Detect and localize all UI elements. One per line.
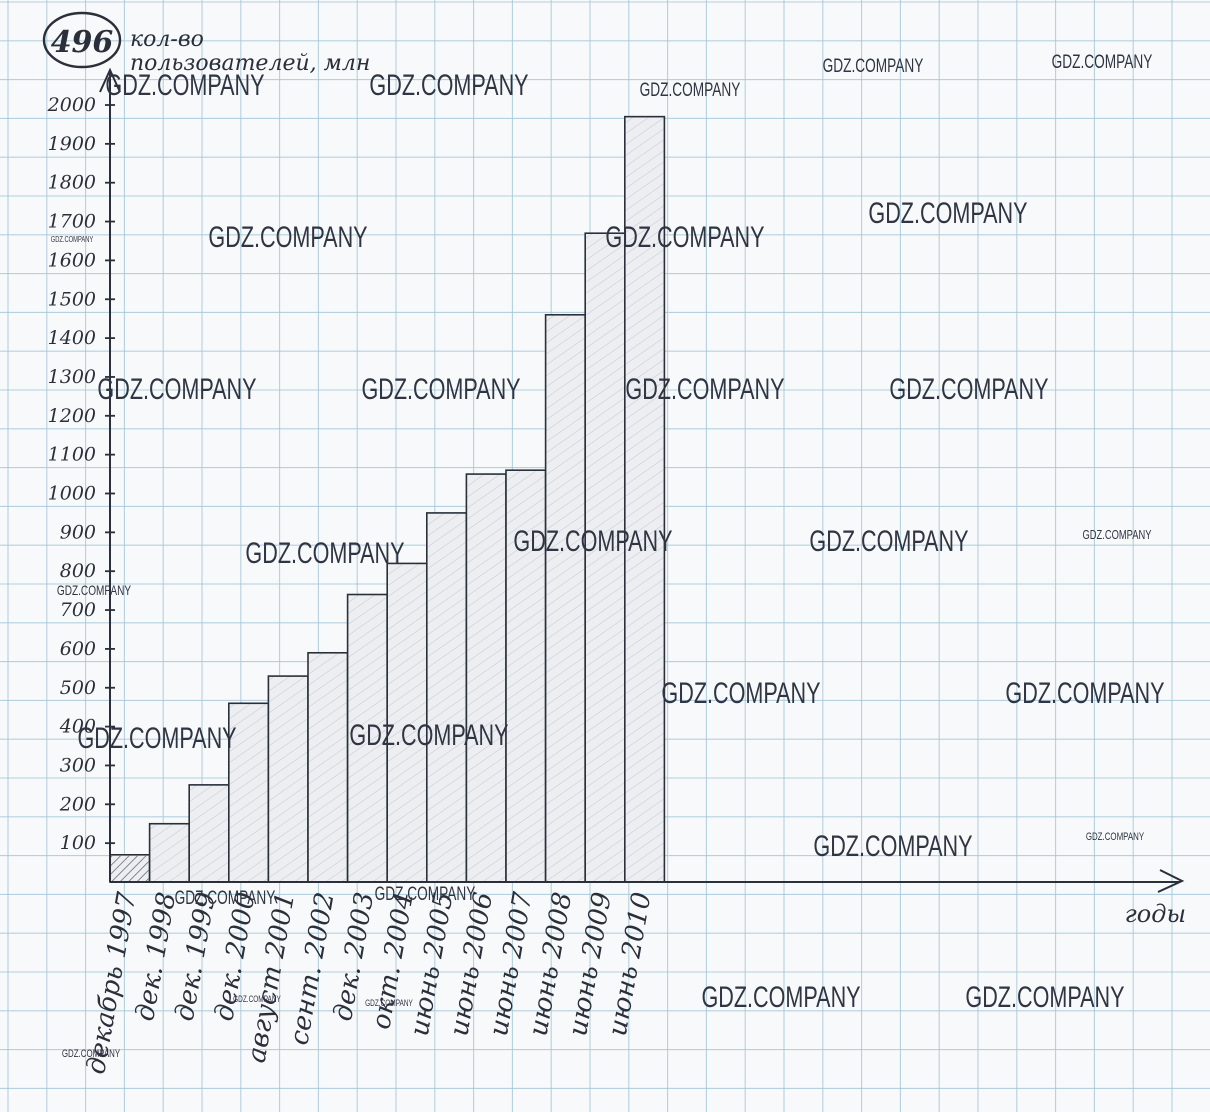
watermark: GDZ.COMPANY xyxy=(57,582,131,598)
y-tick-label: 1000 xyxy=(48,483,96,505)
watermark: GDZ.COMPANY xyxy=(1005,675,1164,709)
y-tick-label: 1300 xyxy=(48,366,96,388)
bar-hatching xyxy=(546,315,585,881)
y-tick-label: 1700 xyxy=(48,211,96,233)
watermark: GDZ.COMPANY xyxy=(889,371,1048,405)
watermark: GDZ.COMPANY xyxy=(701,979,860,1013)
bars xyxy=(109,115,666,883)
bar-hatching xyxy=(229,704,268,881)
y-tick-label: 1600 xyxy=(48,249,96,271)
y-tick-label: 1200 xyxy=(48,405,96,427)
y-tick-label: 900 xyxy=(60,521,96,543)
watermark: GDZ.COMPANY xyxy=(1083,529,1152,543)
watermark: GDZ.COMPANY xyxy=(823,55,924,77)
bar-hatching xyxy=(388,564,426,881)
y-tick-label: 1400 xyxy=(48,327,96,349)
problem-number-circle xyxy=(42,11,122,69)
y-axis-arrow xyxy=(99,67,121,93)
problem-number-text: 496 xyxy=(51,25,114,60)
bar-hatching xyxy=(586,234,624,881)
bar-hatching xyxy=(507,471,545,881)
watermark: GDZ.COMPANY xyxy=(349,717,508,751)
watermark: GDZ.COMPANY xyxy=(97,371,256,405)
bar-6 xyxy=(307,651,349,883)
y-tick-label: 500 xyxy=(60,677,96,699)
y-tick-label: 1800 xyxy=(48,172,96,194)
watermark: GDZ.COMPANY xyxy=(77,720,236,754)
bar-hatching xyxy=(467,475,505,881)
bar-10 xyxy=(465,473,507,883)
x-axis-title: годы xyxy=(1125,900,1186,928)
watermark: GDZ.COMPANY xyxy=(245,535,404,569)
watermark: GDZ.COMPANY xyxy=(809,523,968,557)
y-tick-label: 2000 xyxy=(47,94,96,116)
bar-hatching xyxy=(190,785,228,881)
bar-hatching xyxy=(111,855,149,881)
y-tick-label: 400 xyxy=(59,716,96,738)
bar-13 xyxy=(584,232,626,883)
y-axis-title-line2: пользователей, млн xyxy=(130,51,370,76)
problem-number: 496 xyxy=(42,11,122,69)
watermarks: GDZ.COMPANY GDZ.COMPANY GDZ.COMPANY GDZ.COM… xyxy=(51,51,1165,1061)
bar-14 xyxy=(623,115,666,883)
watermark: GDZ.COMPANY xyxy=(62,1048,121,1061)
bar-hatching xyxy=(427,513,466,881)
watermark: GDZ.COMPANY xyxy=(868,195,1027,229)
watermark: GDZ.COMPANY xyxy=(625,371,784,405)
y-tick-label: 600 xyxy=(60,638,96,660)
watermark: GDZ.COMPANY xyxy=(365,998,413,1008)
bar-hatching xyxy=(309,653,347,881)
watermark: GDZ.COMPANY xyxy=(513,523,672,557)
watermark: GDZ.COMPANY xyxy=(640,79,741,101)
bar-2 xyxy=(148,822,191,883)
watermark: GDZ.COMPANY xyxy=(605,219,764,253)
bar-5 xyxy=(267,675,309,883)
bar-hatching xyxy=(625,117,664,881)
y-tick-label: 1500 xyxy=(48,288,96,310)
y-axis-title-line1: кол-во xyxy=(130,27,204,52)
axes xyxy=(99,67,1185,893)
watermark: GDZ.COMPANY xyxy=(361,371,520,405)
watermark: GDZ.COMPANY xyxy=(369,67,528,101)
watermark: GDZ.COMPANY xyxy=(965,979,1124,1013)
bar-1 xyxy=(109,854,151,883)
watermark: GDZ.COMPANY xyxy=(1086,831,1145,844)
y-tick-label: 700 xyxy=(60,599,96,621)
watermark: GDZ.COMPANY xyxy=(208,219,367,253)
watermark: GDZ.COMPANY xyxy=(233,994,281,1004)
bar-hatching xyxy=(348,595,387,881)
y-tick-label: 200 xyxy=(59,793,96,815)
bar-3 xyxy=(188,784,230,883)
y-tick-label: 800 xyxy=(60,560,96,582)
bar-11 xyxy=(505,469,547,883)
bar-12 xyxy=(544,313,586,883)
y-tick-label: 300 xyxy=(60,754,96,776)
watermark: GDZ.COMPANY xyxy=(105,67,264,101)
bar-8 xyxy=(386,562,428,883)
y-tick-label: 1100 xyxy=(48,444,96,466)
watermark: GDZ.COMPANY xyxy=(375,883,476,905)
bar-7 xyxy=(346,593,389,883)
y-tick-label: 1900 xyxy=(48,133,96,155)
y-tick-label: 100 xyxy=(60,832,96,854)
x-axis-arrow xyxy=(1157,869,1185,893)
bar-9 xyxy=(425,512,468,883)
watermark: GDZ.COMPANY xyxy=(51,236,94,244)
y-ticks: 100 200 300 400 500 600 700 800 900 1000 1100 1200 1… xyxy=(47,94,115,854)
watermark: GDZ.COMPANY xyxy=(813,828,972,862)
watermark: GDZ.COMPANY xyxy=(1052,51,1153,73)
watermark: GDZ.COMPANY xyxy=(661,675,820,709)
bar-4 xyxy=(228,702,270,883)
bar-hatching xyxy=(150,824,189,881)
watermark: GDZ.COMPANY xyxy=(175,887,276,909)
bar-hatching xyxy=(269,677,307,881)
